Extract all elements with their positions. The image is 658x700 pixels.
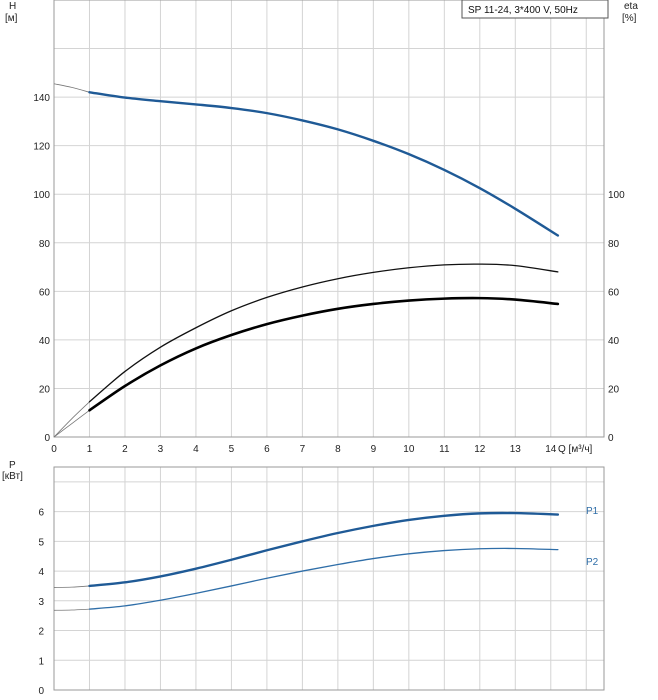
series-line-H — [88, 91, 560, 237]
chart-title: SP 11-24, 3*400 V, 50Hz — [468, 5, 578, 16]
series-extension-eta_thick — [53, 409, 90, 438]
x-tick-label: 2 — [122, 444, 128, 455]
series-label-p2: P2 — [586, 557, 599, 568]
x-tick-label: 12 — [474, 444, 486, 455]
frame-top — [53, 0, 605, 438]
y-tick-label-right: 20 — [608, 384, 620, 395]
y-tick-label-left: 80 — [39, 239, 51, 250]
y-tick-label-right: 0 — [608, 433, 614, 444]
y-tick-label-left: 100 — [33, 190, 50, 201]
head-chart-grid — [53, 0, 605, 438]
x-tick-label: 5 — [229, 444, 235, 455]
x-tick-label: 13 — [510, 444, 522, 455]
series-line-eta_thick — [88, 296, 560, 412]
y-axis-label-eta: eta — [624, 1, 638, 12]
y-tick-label-left: 0 — [44, 433, 50, 444]
chart-title-box — [461, 0, 609, 19]
series-line-eta_thin — [88, 263, 559, 403]
p-tick-label: 5 — [38, 537, 44, 548]
x-tick-label: 7 — [300, 444, 306, 455]
y-tick-label-left: 120 — [33, 142, 50, 153]
x-tick-label: 9 — [371, 444, 377, 455]
y-axis-label-p: P — [9, 460, 16, 471]
frame-bottom — [53, 466, 605, 691]
y-tick-label-left: 60 — [39, 287, 51, 298]
x-axis-label: Q [м³/ч] — [558, 444, 593, 455]
x-tick-label: 1 — [87, 444, 93, 455]
x-tick-label: 0 — [51, 444, 57, 455]
power-chart-grid — [53, 466, 605, 691]
power-chart-ticks: 0 1 2 3 4 5 6 — [38, 508, 44, 697]
y-tick-label-left: 40 — [39, 336, 51, 347]
y-axis-label-h: H — [9, 1, 16, 12]
x-tick-label: 6 — [264, 444, 270, 455]
series-label-p1: P1 — [586, 506, 599, 517]
x-tick-label: 8 — [335, 444, 341, 455]
series-line-P1 — [88, 511, 560, 588]
x-tick-label: 14 — [545, 444, 557, 455]
p-tick-label: 2 — [38, 627, 44, 638]
series-line-P2 — [88, 547, 559, 610]
series-extension-P2 — [53, 608, 90, 611]
x-tick-label: 4 — [193, 444, 199, 455]
y-axis-unit-eta: [%] — [622, 13, 637, 24]
power-chart-series — [53, 511, 560, 611]
p-tick-label: 3 — [38, 597, 44, 608]
head-chart-series — [53, 83, 560, 438]
y-axis-unit-h: [м] — [5, 13, 18, 24]
y-tick-label-right: 100 — [608, 190, 625, 201]
x-tick-label: 11 — [439, 444, 450, 455]
p-tick-label: 4 — [38, 567, 44, 578]
p-tick-label: 6 — [38, 508, 44, 519]
y-axis-unit-p: [кВт] — [2, 471, 23, 482]
y-tick-label-left: 20 — [39, 384, 51, 395]
series-extension-H — [53, 83, 90, 93]
y-tick-label-right: 60 — [608, 287, 620, 298]
y-tick-label-right: 80 — [608, 239, 620, 250]
x-tick-label: 10 — [403, 444, 415, 455]
p-tick-label: 0 — [38, 686, 44, 697]
x-tick-label: 3 — [158, 444, 164, 455]
p-tick-label: 1 — [38, 656, 44, 667]
y-tick-label-right: 40 — [608, 336, 620, 347]
series-extension-eta_thin — [53, 401, 90, 438]
series-extension-P1 — [53, 585, 90, 588]
y-tick-label-left: 140 — [33, 93, 50, 104]
